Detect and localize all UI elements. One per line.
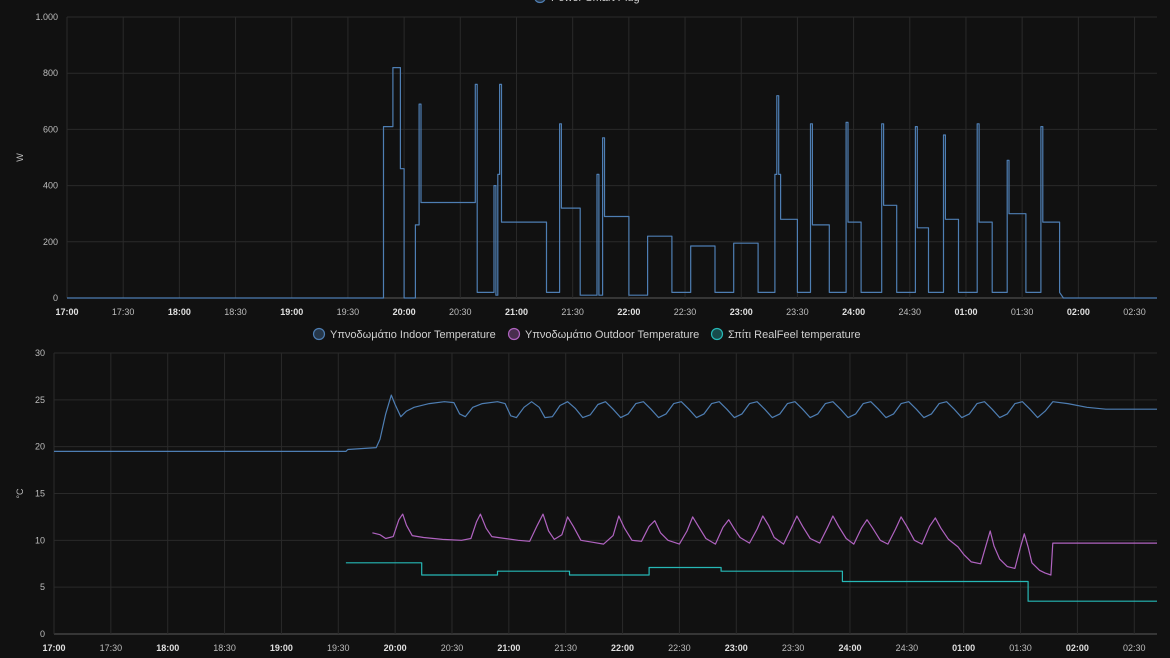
x-tick-label: 18:30 — [213, 643, 236, 653]
x-tick-label: 21:00 — [505, 307, 528, 317]
legend-label[interactable]: Σπίτι RealFeel temperature — [728, 329, 861, 341]
x-tick-label: 19:30 — [327, 643, 350, 653]
y-tick-label: 0 — [53, 293, 58, 303]
x-tick-label: 20:30 — [449, 307, 472, 317]
legend-marker[interactable] — [507, 327, 521, 341]
x-tick-label: 24:30 — [896, 643, 919, 653]
x-tick-label: 21:00 — [497, 643, 520, 653]
x-tick-label: 24:30 — [899, 307, 922, 317]
x-tick-label: 02:30 — [1123, 307, 1146, 317]
x-tick-label: 22:00 — [617, 307, 640, 317]
y-tick-label: 15 — [35, 489, 45, 499]
legend-marker[interactable] — [534, 0, 546, 4]
x-tick-label: 24:00 — [838, 643, 861, 653]
x-tick-label: 18:30 — [224, 307, 247, 317]
series-line-2 — [372, 513, 1157, 576]
y-tick-label: 1.000 — [35, 12, 58, 22]
y-tick-label: 800 — [43, 68, 58, 78]
x-tick-label: 01:30 — [1011, 307, 1034, 317]
x-tick-label: 19:00 — [270, 643, 293, 653]
y-tick-label: 600 — [43, 124, 58, 134]
x-tick-label: 02:00 — [1066, 643, 1089, 653]
x-tick-label: 23:30 — [782, 643, 805, 653]
x-tick-label: 18:00 — [168, 307, 191, 317]
y-tick-label: 20 — [35, 442, 45, 452]
series-line-1 — [54, 394, 1157, 452]
y-axis-label: W — [15, 153, 25, 162]
x-tick-label: 01:30 — [1009, 643, 1032, 653]
y-tick-label: 25 — [35, 395, 45, 405]
x-tick-label: 20:00 — [393, 307, 416, 317]
x-tick-label: 22:30 — [674, 307, 697, 317]
y-tick-label: 200 — [43, 237, 58, 247]
series-line-3 — [345, 562, 1157, 602]
x-tick-label: 01:00 — [954, 307, 977, 317]
y-tick-label: 5 — [40, 582, 45, 592]
y-tick-label: 0 — [40, 629, 45, 639]
x-tick-label: 22:00 — [611, 643, 634, 653]
x-tick-label: 02:00 — [1067, 307, 1090, 317]
x-tick-label: 23:30 — [786, 307, 809, 317]
x-tick-label: 17:30 — [112, 307, 135, 317]
x-tick-label: 19:30 — [337, 307, 360, 317]
x-tick-label: 23:00 — [725, 643, 748, 653]
x-tick-label: 17:00 — [55, 307, 78, 317]
x-tick-label: 22:30 — [668, 643, 691, 653]
y-tick-label: 30 — [35, 348, 45, 358]
legend-marker[interactable] — [710, 327, 724, 341]
x-tick-label: 17:30 — [100, 643, 123, 653]
series-line-1 — [67, 67, 1157, 299]
x-tick-label: 17:00 — [42, 643, 65, 653]
legend-marker[interactable] — [312, 327, 326, 341]
x-tick-label: 02:30 — [1123, 643, 1146, 653]
legend-label[interactable]: Υπνοδωμάτιο Outdoor Temperature — [525, 329, 699, 341]
x-tick-label: 21:30 — [561, 307, 584, 317]
x-tick-label: 18:00 — [156, 643, 179, 653]
y-tick-label: 10 — [35, 535, 45, 545]
x-tick-label: 20:00 — [384, 643, 407, 653]
y-tick-label: 400 — [43, 181, 58, 191]
legend-label[interactable]: Υπνοδωμάτιο Indoor Temperature — [330, 329, 496, 341]
x-tick-label: 24:00 — [842, 307, 865, 317]
x-tick-label: 21:30 — [554, 643, 577, 653]
x-tick-label: 23:00 — [730, 307, 753, 317]
legend-label[interactable]: Power Smart Plug — [551, 0, 640, 4]
y-axis-label: °C — [15, 488, 25, 499]
x-tick-label: 01:00 — [952, 643, 975, 653]
x-tick-label: 19:00 — [280, 307, 303, 317]
x-tick-label: 20:30 — [441, 643, 464, 653]
